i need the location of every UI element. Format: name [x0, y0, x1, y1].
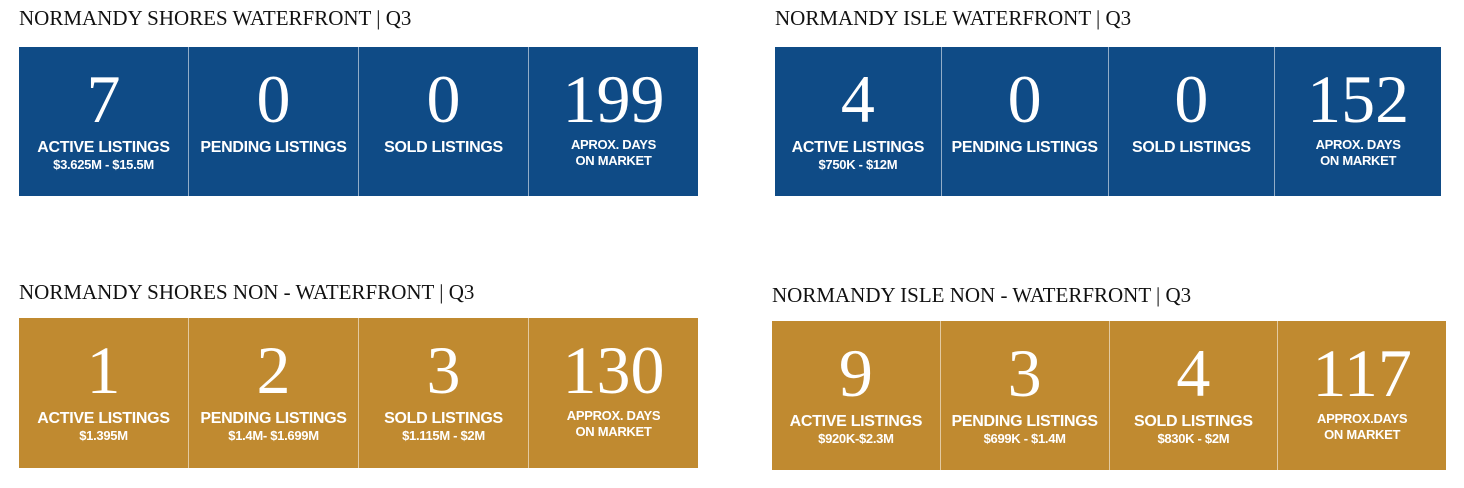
stat-value: 7 — [86, 61, 121, 137]
stat-label: SOLD LISTINGS — [1133, 413, 1253, 430]
stat-value: 117 — [1312, 335, 1412, 411]
stat-label: APROX. DAYS — [1315, 137, 1401, 152]
stat-cell: 152 APROX. DAYS ON MARKET — [1275, 47, 1441, 196]
stat-sublabel: $699K - $1.4M — [983, 431, 1066, 446]
stats-box: 4 ACTIVE LISTINGS $750K - $12M 0 PENDING LIS… — [775, 47, 1441, 196]
stat-sublabel: $1.395M — [79, 428, 128, 443]
stat-value: 0 — [1174, 61, 1209, 137]
stat-cell: 117 APPROX.DAYS ON MARKET — [1278, 321, 1446, 470]
stat-cell: 2 PENDING LISTINGS $1.4M- $1.699M — [189, 318, 359, 468]
stat-label: APROX. DAYS — [570, 137, 657, 152]
stat-label: APPROX.DAYS — [1317, 411, 1408, 426]
stat-cell: 3 SOLD LISTINGS $1.115M - $2M — [359, 318, 529, 468]
stat-cell: 199 APROX. DAYS ON MARKET — [529, 47, 698, 196]
stat-cell: 0 PENDING LISTINGS — [189, 47, 359, 196]
stat-cell: 7 ACTIVE LISTINGS $3.625M - $15.5M — [19, 47, 189, 196]
stat-sublabel: $3.625M - $15.5M — [53, 157, 154, 172]
stat-label: PENDING LISTINGS — [951, 139, 1098, 156]
panel-title: NORMANDY SHORES WATERFRONT | Q3 — [19, 6, 412, 30]
stat-sublabel: $750K - $12M — [818, 157, 898, 172]
stat-value: 130 — [562, 332, 665, 408]
stat-cell: 4 ACTIVE LISTINGS $750K - $12M — [775, 47, 942, 196]
stat-label: SOLD LISTINGS — [384, 139, 503, 156]
panel-title: NORMANDY SHORES NON - WATERFRONT | Q3 — [19, 280, 475, 304]
stat-cell: 130 APPROX. DAYS ON MARKET — [529, 318, 698, 468]
stat-value: 4 — [1176, 335, 1211, 411]
stat-value: 3 — [1007, 335, 1042, 411]
stat-value: 9 — [838, 335, 873, 411]
stat-value: 1 — [86, 332, 121, 408]
stat-value: 152 — [1307, 61, 1410, 137]
stat-value: 0 — [256, 61, 291, 137]
stat-cell: 0 SOLD LISTINGS — [359, 47, 529, 196]
stat-cell: 4 SOLD LISTINGS $830K - $2M — [1110, 321, 1279, 470]
stat-cell: 1 ACTIVE LISTINGS $1.395M — [19, 318, 189, 468]
stat-sublabel: $1.4M- $1.699M — [228, 428, 319, 443]
stat-label: SOLD LISTINGS — [384, 410, 503, 427]
stat-label: PENDING LISTINGS — [200, 410, 347, 427]
stats-box: 9 ACTIVE LISTINGS $920K-$2.3M 3 PENDING LIST… — [772, 321, 1446, 470]
stat-label: ACTIVE LISTINGS — [789, 413, 923, 430]
stat-value: 4 — [840, 61, 875, 137]
stat-sublabel: ON MARKET — [575, 424, 652, 439]
stat-value: 0 — [1007, 61, 1042, 137]
stat-label: ACTIVE LISTINGS — [791, 139, 925, 156]
stats-box: 7 ACTIVE LISTINGS $3.625M - $15.5M 0 PENDING… — [19, 47, 698, 196]
stat-sublabel: $1.115M - $2M — [402, 428, 485, 443]
panel-title: NORMANDY ISLE WATERFRONT | Q3 — [775, 6, 1132, 30]
stat-value: 3 — [426, 332, 461, 408]
stat-label: PENDING LISTINGS — [951, 413, 1098, 430]
stat-sublabel: ON MARKET — [575, 153, 652, 168]
stat-label: ACTIVE LISTINGS — [37, 410, 170, 427]
stat-label: SOLD LISTINGS — [1131, 139, 1251, 156]
stat-sublabel: ON MARKET — [1320, 153, 1397, 168]
stat-cell: 3 PENDING LISTINGS $699K - $1.4M — [941, 321, 1110, 470]
stat-label: ACTIVE LISTINGS — [37, 139, 170, 156]
stat-sublabel: $830K - $2M — [1157, 431, 1230, 446]
stat-cell: 9 ACTIVE LISTINGS $920K-$2.3M — [772, 321, 941, 470]
stat-sublabel: $920K-$2.3M — [818, 431, 894, 446]
panel-title: NORMANDY ISLE NON - WATERFRONT | Q3 — [772, 283, 1192, 307]
stat-sublabel: ON MARKET — [1324, 427, 1401, 442]
stat-label: PENDING LISTINGS — [200, 139, 347, 156]
stat-label: APPROX. DAYS — [566, 408, 661, 423]
stat-value: 0 — [426, 61, 461, 137]
stat-value: 199 — [562, 61, 665, 137]
stat-cell: 0 SOLD LISTINGS — [1109, 47, 1276, 196]
stat-value: 2 — [256, 332, 291, 408]
stat-cell: 0 PENDING LISTINGS — [942, 47, 1109, 196]
stats-box: 1 ACTIVE LISTINGS $1.395M 2 PENDING LISTINGS… — [19, 318, 698, 468]
